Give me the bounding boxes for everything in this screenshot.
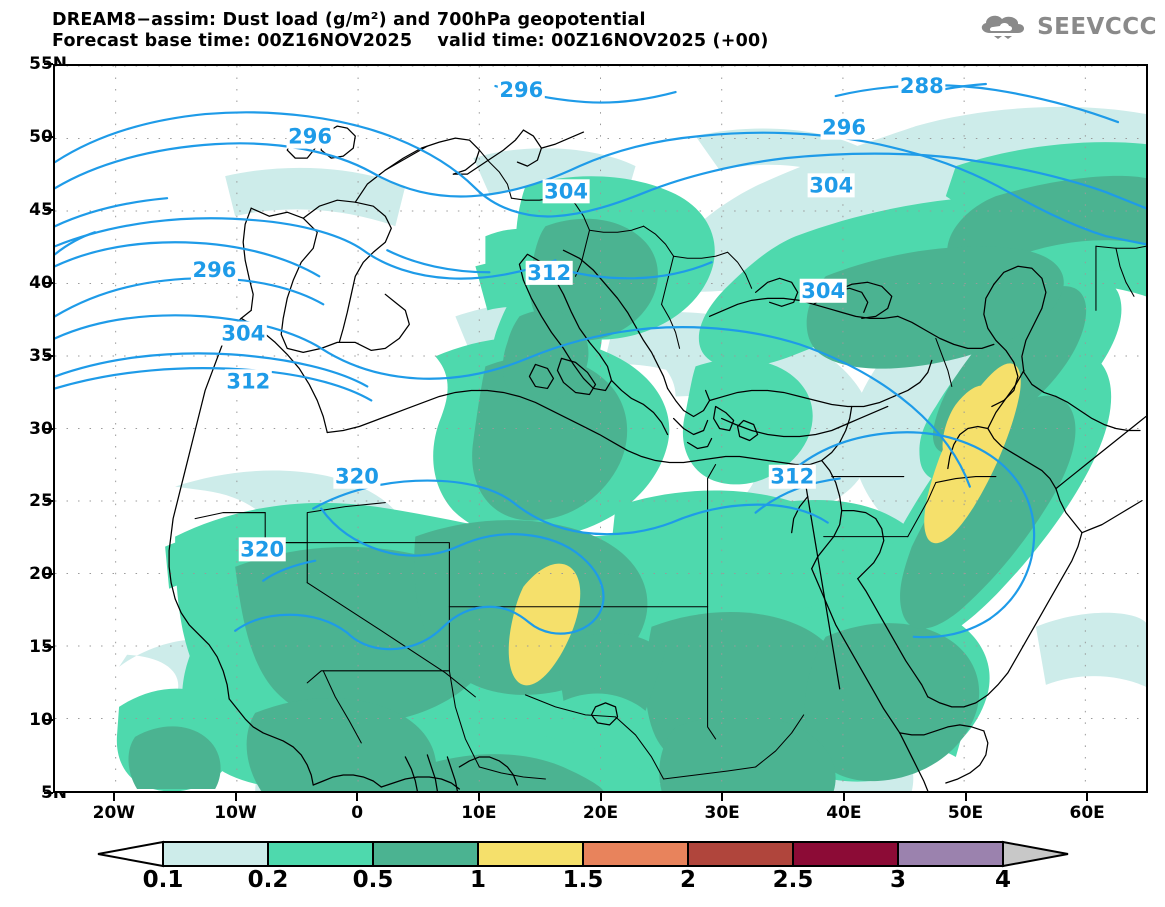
- y-axis-tick: [44, 281, 53, 284]
- contour-label: 296: [288, 124, 332, 149]
- contour-label: 312: [770, 464, 814, 489]
- x-axis-tick: [964, 792, 967, 801]
- contour-label-bg: [820, 115, 868, 140]
- y-axis-tick: [44, 573, 53, 576]
- colorbar-tick-label: 1.5: [562, 867, 604, 893]
- colorbar-cell: [582, 841, 689, 867]
- colorbar-tick-label: 0.2: [247, 867, 289, 893]
- y-axis-tick: [44, 646, 53, 649]
- chart-title-block: DREAM8−assim: Dust load (g/m²) and 700hP…: [52, 10, 812, 52]
- colorbar-cell: [267, 841, 374, 867]
- x-axis-label: 10W: [214, 803, 257, 823]
- contour-label: 312: [226, 368, 270, 393]
- colorbar-cell: [687, 841, 794, 867]
- contour-label: 320: [240, 536, 284, 561]
- contour-label-bg: [224, 369, 272, 394]
- x-axis-label: 20E: [582, 803, 619, 823]
- contour-label: 304: [809, 172, 853, 197]
- colorbar-tick-label: 2.5: [772, 867, 814, 893]
- colorbar-cell: [477, 841, 584, 867]
- y-axis-tick: [44, 208, 53, 211]
- colorbar-cell: [897, 841, 1004, 867]
- contour-label-bg: [768, 464, 816, 489]
- contour-label-bg: [799, 278, 847, 303]
- coastline-layer: [168, 125, 1146, 791]
- x-axis-tick: [112, 792, 115, 801]
- logo-text: SEEVCCC: [1037, 14, 1157, 40]
- contour-label: 304: [221, 321, 265, 346]
- contour-label-bg: [238, 537, 286, 562]
- contour-label-bg: [807, 173, 855, 198]
- contour-label-bg: [497, 77, 545, 102]
- map-plot-area: 288 296 296 296 296 304 304 304 304 312 312 312 320 3…: [53, 64, 1148, 793]
- y-axis-tick: [44, 500, 53, 503]
- page-title: DREAM8−assim: Dust load (g/m²) and 700hP…: [52, 10, 646, 30]
- y-axis-tick: [44, 792, 53, 794]
- geopotential-contours: [55, 82, 1146, 651]
- contour-label: 288: [900, 73, 944, 98]
- colorbar-tick-label: 2: [679, 867, 697, 893]
- colorbar-cell: [162, 841, 269, 867]
- contour-label: 296: [822, 115, 866, 140]
- contour-label: 320: [335, 464, 379, 489]
- x-axis-label: 0: [351, 803, 364, 823]
- colorbar-tick-label: 4: [994, 867, 1012, 893]
- x-axis-label: 30E: [704, 803, 740, 823]
- x-axis-tick: [234, 792, 237, 801]
- contour-label-bg: [898, 73, 946, 98]
- contour-label: 304: [544, 178, 588, 203]
- y-axis-tick: [44, 63, 53, 65]
- x-axis-label: 40E: [826, 803, 862, 823]
- contour-label-bg: [542, 179, 590, 204]
- contour-label-bg: [333, 464, 381, 489]
- y-axis-tick: [44, 135, 53, 138]
- colorbar-cell: [792, 841, 899, 867]
- colorbar: 0.1 0.2 0.5 1 1.5 2 2.5 3 4: [0, 838, 1165, 904]
- colorbar-tick-label: 0.1: [142, 867, 184, 893]
- y-axis-tick: [44, 354, 53, 357]
- chart-subtitle: Forecast base time: 00Z16NOV2025 valid t…: [52, 31, 769, 51]
- contour-label-bg: [525, 260, 573, 285]
- contour-label: 312: [527, 260, 571, 285]
- y-axis-tick: [44, 719, 53, 722]
- dust-load-map: 288 296 296 296 296 304 304 304 304 312 312 312 320 3…: [55, 66, 1146, 791]
- x-axis-tick: [721, 792, 724, 801]
- colorbar-swatches: [97, 840, 1069, 868]
- y-axis-tick: [44, 427, 53, 430]
- x-axis-label: 60E: [1069, 803, 1105, 823]
- contour-label: 296: [499, 77, 543, 102]
- contour-label: 296: [192, 257, 236, 282]
- seevccc-logo: SEEVCCC: [976, 12, 1157, 42]
- contour-label-bg: [219, 321, 267, 346]
- x-axis-tick: [1086, 792, 1089, 801]
- contour-label-bg: [286, 124, 334, 149]
- x-axis-label: 20W: [92, 803, 136, 823]
- contour-label-bg: [190, 257, 238, 282]
- x-axis-tick: [842, 792, 845, 801]
- x-axis-tick: [477, 792, 480, 801]
- x-axis-label: 50E: [947, 803, 984, 823]
- x-axis-tick: [356, 792, 359, 801]
- dust-shading-layer: [116, 106, 1146, 791]
- colorbar-tick-label: 3: [889, 867, 907, 893]
- colorbar-tick-label: 0.5: [352, 867, 394, 893]
- colorbar-tick-label: 1: [469, 867, 487, 893]
- x-axis-tick: [599, 792, 602, 801]
- colorbar-tick-labels: 0.1 0.2 0.5 1 1.5 2 2.5 3 4: [0, 867, 1165, 901]
- colorbar-cell: [372, 841, 479, 867]
- colorbar-over-arrow: [1002, 840, 1069, 868]
- contour-label: 304: [801, 278, 845, 303]
- colorbar-under-arrow: [97, 840, 164, 868]
- contour-labels: 288 296 296 296 296 304 304 304 304 312 312 312 320 3…: [190, 73, 946, 562]
- cloud-icon: [981, 15, 1025, 39]
- x-axis-label: 10E: [461, 803, 497, 823]
